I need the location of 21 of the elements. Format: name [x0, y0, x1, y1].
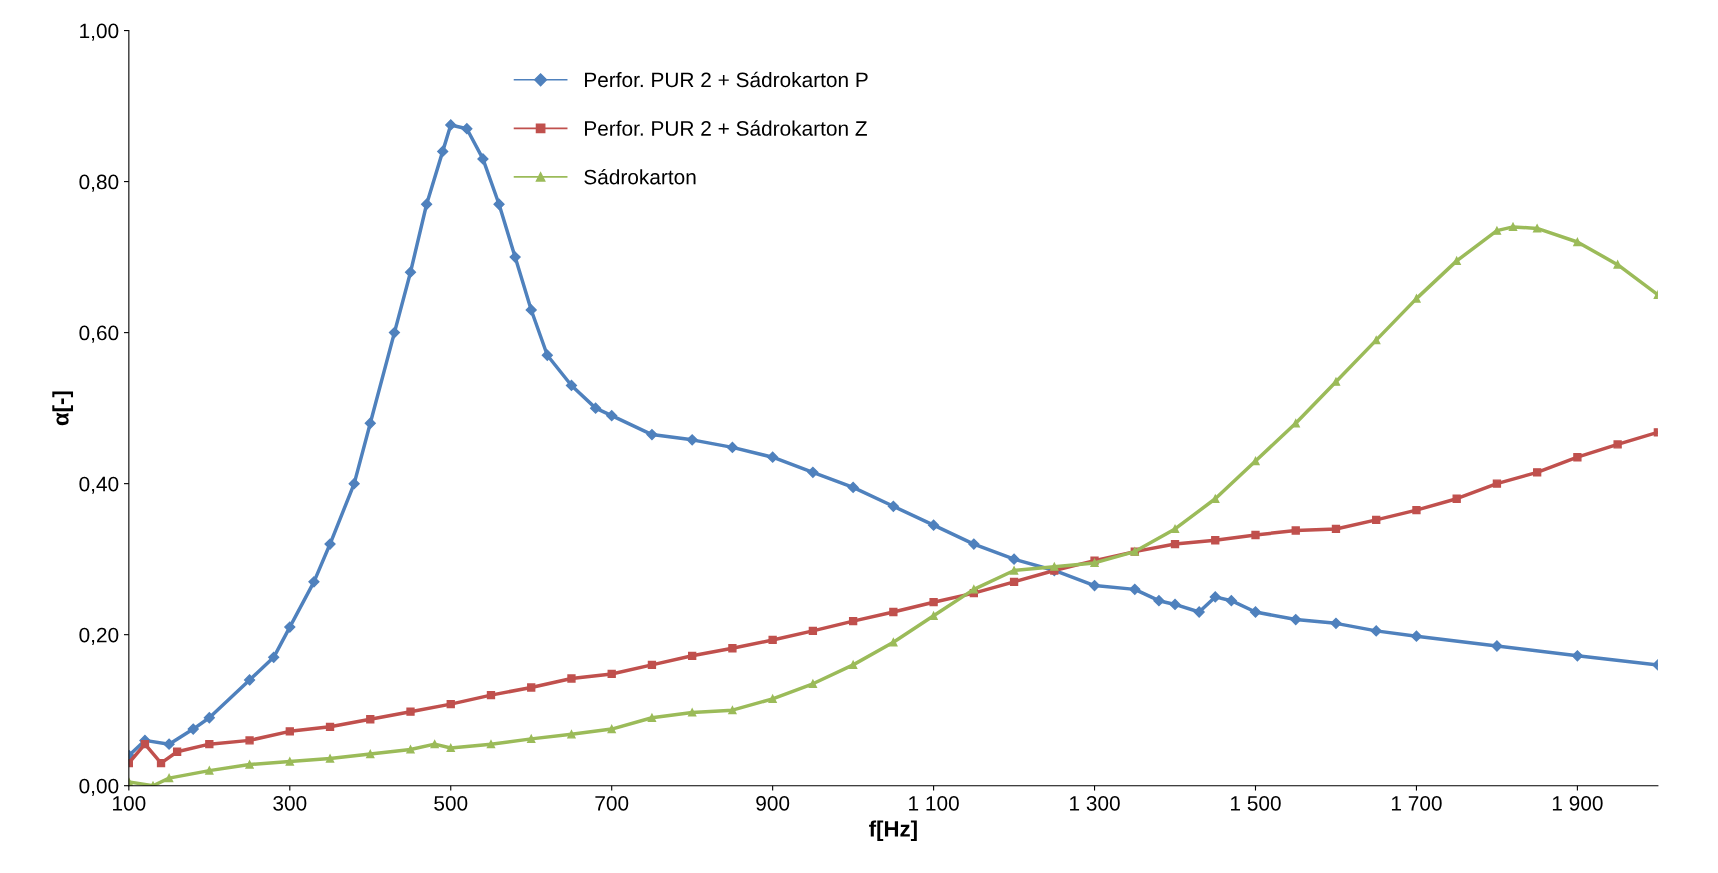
x-tick-label: 100 — [113, 795, 146, 811]
x-tick-label: 1 700 — [1391, 795, 1442, 811]
legend-label: Sádrokarton — [584, 168, 696, 185]
y-axis-title: α[-] — [52, 391, 74, 426]
x-tick-label: 700 — [595, 795, 629, 811]
x-tick-label: 1 900 — [1552, 795, 1603, 811]
x-tick-label: 1 100 — [909, 795, 959, 811]
y-tick-label: 0,80 — [79, 174, 119, 192]
x-tick-label: 900 — [756, 795, 790, 811]
x-axis-title: f[Hz] — [869, 820, 917, 842]
y-tick-label: 0,00 — [79, 778, 119, 796]
y-tick-label: 0,20 — [79, 627, 119, 645]
x-tick-label: 300 — [273, 795, 307, 811]
x-tick-label: 500 — [434, 795, 468, 811]
legend-label: Perfor. PUR 2 + Sádrokarton P — [585, 71, 868, 88]
x-tick-label: 1 300 — [1070, 795, 1120, 811]
y-tick-label: 0,60 — [79, 325, 119, 343]
x-tick-label: 1 500 — [1231, 795, 1281, 811]
y-tick-label: 0,40 — [79, 476, 119, 494]
y-tick-label: 1,00 — [80, 23, 119, 41]
legend-label: Perfor. PUR 2 + Sádrokarton Z — [585, 120, 867, 136]
